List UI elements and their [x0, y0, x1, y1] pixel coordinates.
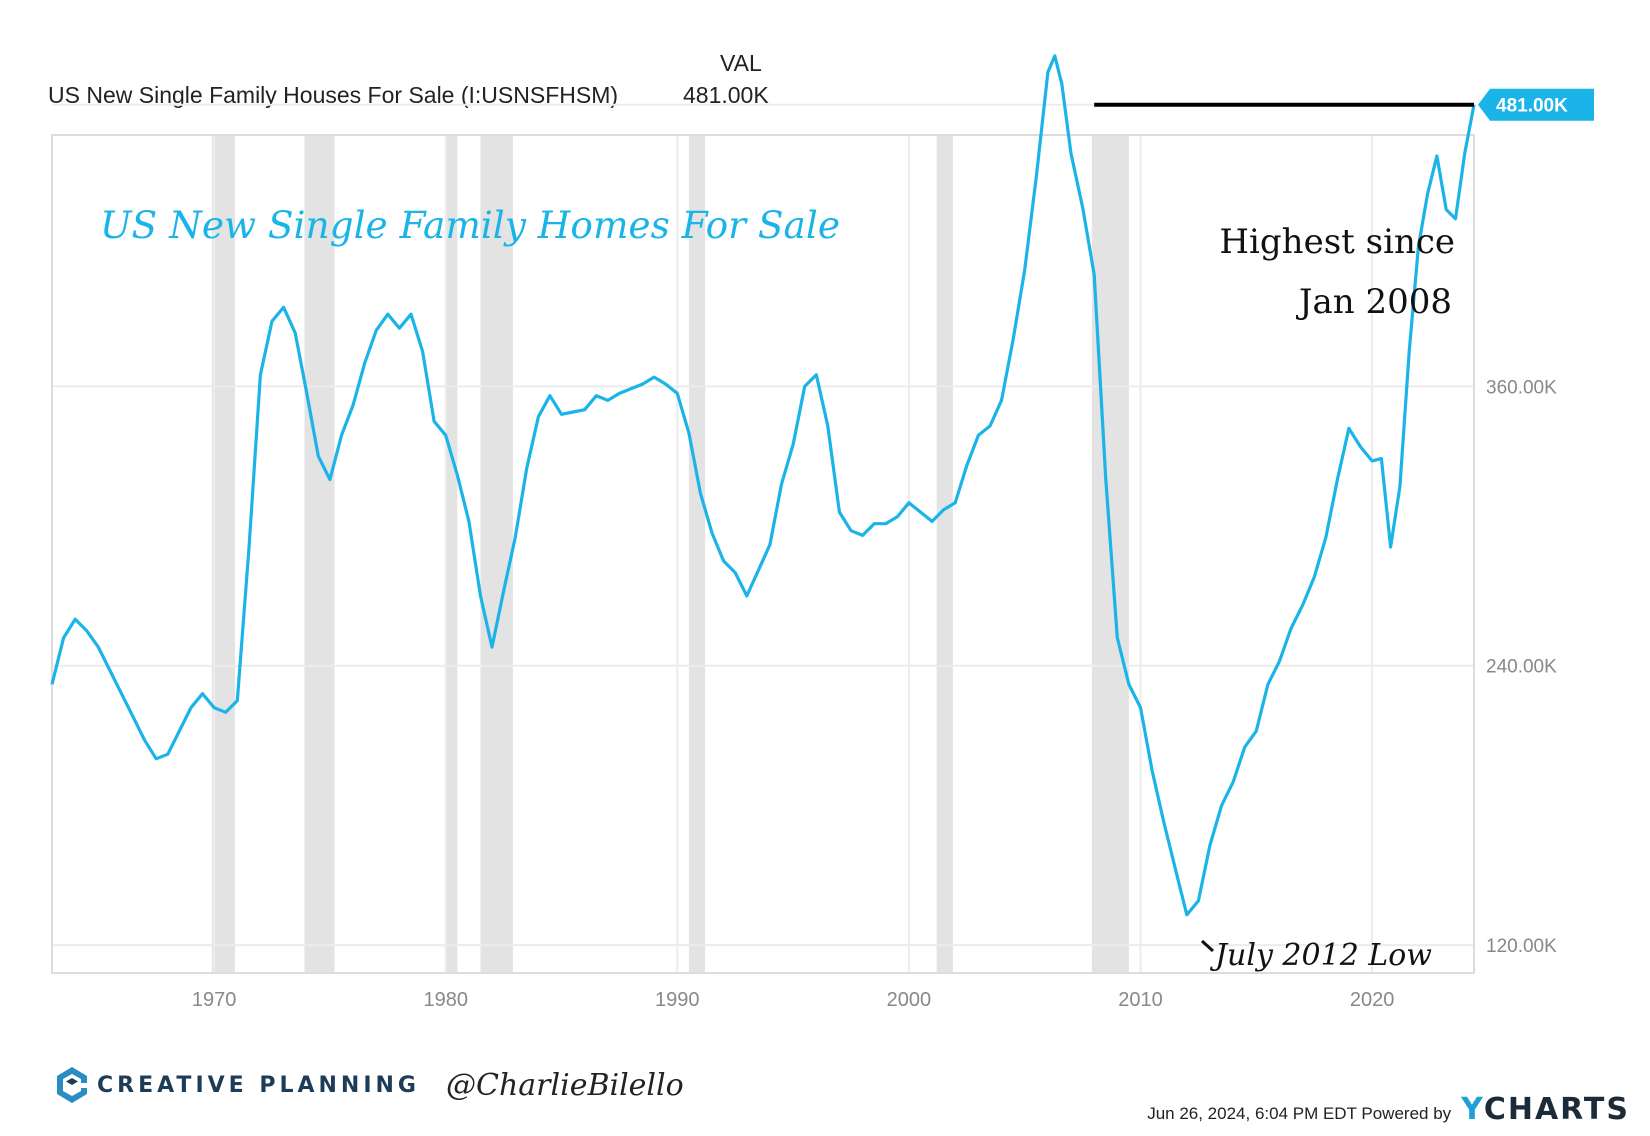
- y-tick-label: 360.00K: [1486, 377, 1557, 398]
- last-value-tag-shape: [1478, 88, 1594, 121]
- y-tick-label: 120.00K: [1486, 936, 1557, 957]
- y-tick-label: 240.00K: [1486, 657, 1557, 678]
- annotation-highest-line1: Highest since: [1219, 222, 1455, 262]
- ycharts-logo: YCHARTS: [1461, 1092, 1630, 1127]
- footer-source: Jun 26, 2024, 6:04 PM EDT Powered by YCH…: [1147, 1092, 1630, 1127]
- recession-band: [480, 135, 513, 973]
- low-annotation-pointer: [1200, 939, 1215, 953]
- annotation-low-label: July 2012 Low: [1209, 938, 1432, 973]
- last-value-tag-text: 481.00K: [1496, 96, 1568, 117]
- value-column-header: VAL: [720, 50, 762, 76]
- creative-planning-logo-icon: [57, 1067, 87, 1103]
- recession-bands: [211, 135, 1129, 973]
- gridlines: [52, 103, 1474, 973]
- x-tick-label: 2000: [887, 989, 932, 1011]
- recession-band: [304, 135, 335, 973]
- x-tick-label: 1970: [192, 989, 237, 1011]
- timestamp-powered-by: Jun 26, 2024, 6:04 PM EDT Powered by: [1147, 1104, 1452, 1123]
- recession-band: [688, 135, 706, 973]
- annotation-highest-line2: Jan 2008: [1296, 282, 1452, 322]
- series-current-value: 481.00K: [683, 82, 769, 108]
- series-name-label: US New Single Family Houses For Sale (I:…: [48, 82, 619, 108]
- axis-labels: 120.00K 240.00K 360.00K 1970 1980 1990 2000 201…: [192, 377, 1557, 1011]
- x-tick-label: 2010: [1118, 989, 1163, 1011]
- twitter-handle: @CharlieBilello: [446, 1067, 684, 1103]
- x-tick-label: 2020: [1350, 989, 1395, 1011]
- chart-title: US New Single Family Homes For Sale: [100, 204, 840, 247]
- plot-frame: [51, 134, 1475, 974]
- series-line: [50, 54, 1476, 917]
- x-tick-label: 1990: [655, 989, 700, 1011]
- recession-band: [936, 135, 953, 973]
- x-tick-label: 1980: [423, 989, 468, 1011]
- recession-band: [445, 135, 458, 973]
- recession-band: [211, 135, 235, 973]
- footer-brand: CREATIVE PLANNING @CharlieBilello: [55, 1065, 684, 1105]
- last-value-tag: 481.00K: [1478, 88, 1594, 121]
- line-chart: 120.00K 240.00K 360.00K 1970 1980 1990 2000 201…: [50, 54, 1594, 1011]
- creative-planning-brand: CREATIVE PLANNING: [97, 1072, 420, 1098]
